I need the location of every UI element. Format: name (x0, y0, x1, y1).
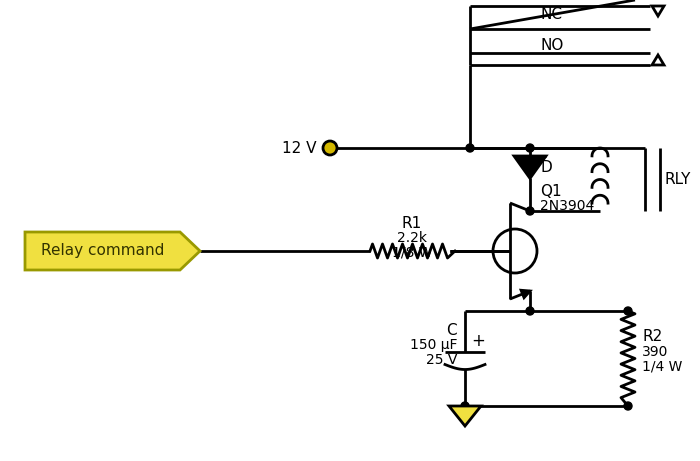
Text: Q1: Q1 (540, 183, 561, 199)
Text: +: + (471, 332, 485, 350)
Text: 2.2k: 2.2k (397, 231, 427, 245)
Text: 1/4 W: 1/4 W (642, 360, 682, 373)
Text: 25 V: 25 V (426, 354, 457, 367)
Polygon shape (449, 406, 481, 426)
Circle shape (526, 144, 534, 152)
Text: D: D (540, 160, 552, 175)
Circle shape (526, 307, 534, 315)
Text: Relay command: Relay command (41, 243, 164, 259)
Text: NO: NO (540, 37, 564, 53)
Polygon shape (521, 290, 530, 298)
Polygon shape (25, 232, 200, 270)
Text: C: C (447, 323, 457, 338)
Circle shape (624, 402, 632, 410)
Circle shape (526, 207, 534, 215)
Text: 2N3904: 2N3904 (540, 199, 594, 213)
Circle shape (624, 307, 632, 315)
Text: RLY: RLY (665, 172, 692, 187)
Text: 390: 390 (642, 344, 668, 359)
Text: NC: NC (540, 6, 562, 22)
Circle shape (461, 402, 469, 410)
Circle shape (466, 144, 474, 152)
Circle shape (323, 141, 337, 155)
Text: 150 μF: 150 μF (410, 338, 457, 353)
Text: R1: R1 (402, 215, 422, 230)
Text: 12 V: 12 V (281, 141, 316, 155)
Text: R2: R2 (642, 329, 662, 344)
Polygon shape (514, 156, 546, 178)
Text: 1/8 W: 1/8 W (392, 246, 433, 260)
